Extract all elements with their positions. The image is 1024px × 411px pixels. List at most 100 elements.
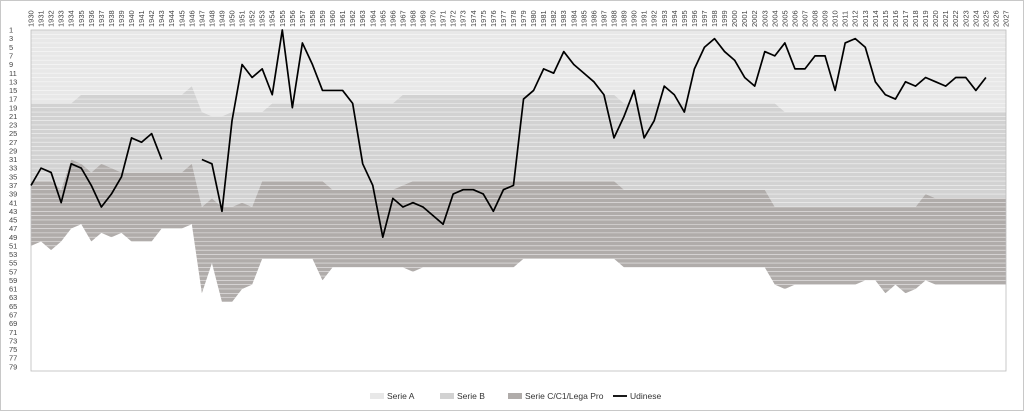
y-tick-label: 21 [9, 112, 17, 121]
x-tick-label: 1947 [197, 10, 206, 27]
y-tick-label: 75 [9, 345, 17, 354]
legend-swatch [440, 393, 454, 399]
y-tick-label: 67 [9, 310, 17, 319]
y-axis-ticks: 1357911131517192123252729313335373941434… [9, 26, 17, 372]
x-tick-label: 1996 [690, 10, 699, 27]
x-tick-label: 2022 [951, 10, 960, 27]
x-tick-label: 1955 [278, 10, 287, 27]
y-tick-label: 55 [9, 259, 17, 268]
x-tick-label: 1997 [700, 10, 709, 27]
x-tick-label: 1973 [459, 10, 468, 27]
x-tick-label: 2006 [790, 10, 799, 27]
y-tick-label: 1 [9, 26, 13, 35]
x-tick-label: 1954 [268, 10, 277, 27]
y-tick-label: 61 [9, 285, 17, 294]
y-tick-label: 79 [9, 362, 17, 371]
x-tick-label: 1933 [57, 10, 66, 27]
x-tick-label: 1960 [328, 10, 337, 27]
y-tick-label: 51 [9, 241, 17, 250]
x-tick-label: 2002 [750, 10, 759, 27]
y-tick-label: 31 [9, 155, 17, 164]
x-tick-label: 1930 [27, 10, 36, 27]
legend-label: Serie C/C1/Lega Pro [525, 391, 604, 401]
y-tick-label: 59 [9, 276, 17, 285]
x-tick-label: 1957 [298, 10, 307, 27]
series-line-udinese [30, 132, 163, 208]
udinese-series [30, 29, 987, 239]
x-tick-label: 2023 [961, 10, 970, 27]
y-tick-label: 15 [9, 86, 17, 95]
x-tick-label: 1978 [509, 10, 518, 27]
y-tick-label: 37 [9, 181, 17, 190]
x-tick-label: 2025 [981, 10, 990, 27]
x-tick-label: 1985 [579, 10, 588, 27]
band-serie-c [31, 159, 1006, 302]
league-bands [31, 30, 1006, 302]
x-tick-label: 1932 [47, 10, 56, 27]
x-tick-label: 1937 [97, 10, 106, 27]
x-tick-label: 1981 [539, 10, 548, 27]
series-line-udinese [201, 29, 987, 239]
legend-label: Udinese [630, 391, 661, 401]
y-tick-label: 17 [9, 95, 17, 104]
x-tick-label: 1968 [408, 10, 417, 27]
x-tick-label: 1934 [67, 10, 76, 27]
x-tick-label: 1945 [177, 10, 186, 27]
plot-border [30, 29, 1007, 372]
x-tick-label: 2005 [780, 10, 789, 27]
y-tick-label: 63 [9, 293, 17, 302]
y-tick-label: 27 [9, 138, 17, 147]
legend: Serie A Serie B Serie C/C1/Lega Pro Udinese [370, 391, 661, 401]
x-tick-label: 1987 [599, 10, 608, 27]
x-tick-label: 2017 [901, 10, 910, 27]
x-tick-label: 2008 [811, 10, 820, 27]
x-tick-label: 1939 [117, 10, 126, 27]
legend-swatch [508, 393, 522, 399]
x-tick-label: 2016 [891, 10, 900, 27]
y-tick-label: 39 [9, 190, 17, 199]
x-tick-label: 2011 [841, 11, 850, 27]
y-tick-label: 57 [9, 267, 17, 276]
y-tick-label: 35 [9, 172, 17, 181]
x-tick-label: 2024 [971, 10, 980, 27]
x-tick-label: 2010 [831, 10, 840, 27]
x-tick-label: 1995 [680, 10, 689, 27]
y-tick-label: 69 [9, 319, 17, 328]
x-tick-label: 2020 [931, 10, 940, 27]
y-tick-label: 71 [9, 328, 17, 337]
y-tick-label: 23 [9, 121, 17, 130]
x-tick-label: 1974 [469, 10, 478, 27]
x-axis-ticks: 1930 1931 1932 1933 1934 1935 1936 1937 1938 1939… [27, 10, 1011, 27]
x-tick-label: 1970 [429, 10, 438, 27]
x-tick-label: 1943 [157, 10, 166, 27]
y-tick-label: 33 [9, 164, 17, 173]
x-tick-label: 2001 [740, 10, 749, 27]
y-tick-label: 49 [9, 233, 17, 242]
x-tick-label: 1989 [620, 10, 629, 27]
y-tick-label: 7 [9, 51, 13, 60]
x-tick-label: 1969 [419, 10, 428, 27]
y-tick-label: 3 [9, 34, 13, 43]
x-tick-label: 1999 [720, 10, 729, 27]
x-tick-label: 1991 [640, 10, 649, 27]
legend-label: Serie A [387, 391, 415, 401]
x-tick-label: 1990 [630, 10, 639, 27]
x-tick-label: 2027 [1002, 10, 1011, 27]
x-tick-label: 1979 [519, 10, 528, 27]
x-tick-label: 1958 [308, 10, 317, 27]
x-tick-label: 2015 [881, 10, 890, 27]
x-tick-label: 2003 [760, 10, 769, 27]
x-tick-label: 1993 [660, 10, 669, 27]
x-tick-label: 2019 [921, 10, 930, 27]
x-tick-label: 2004 [770, 10, 779, 27]
y-tick-label: 11 [9, 69, 17, 78]
x-tick-label: 1963 [358, 10, 367, 27]
x-tick-label: 1967 [398, 10, 407, 27]
x-tick-label: 1962 [348, 10, 357, 27]
x-tick-label: 1935 [77, 10, 86, 27]
y-tick-label: 47 [9, 224, 17, 233]
x-tick-label: 1992 [650, 10, 659, 27]
x-tick-label: 1966 [388, 10, 397, 27]
x-tick-label: 2021 [941, 10, 950, 27]
